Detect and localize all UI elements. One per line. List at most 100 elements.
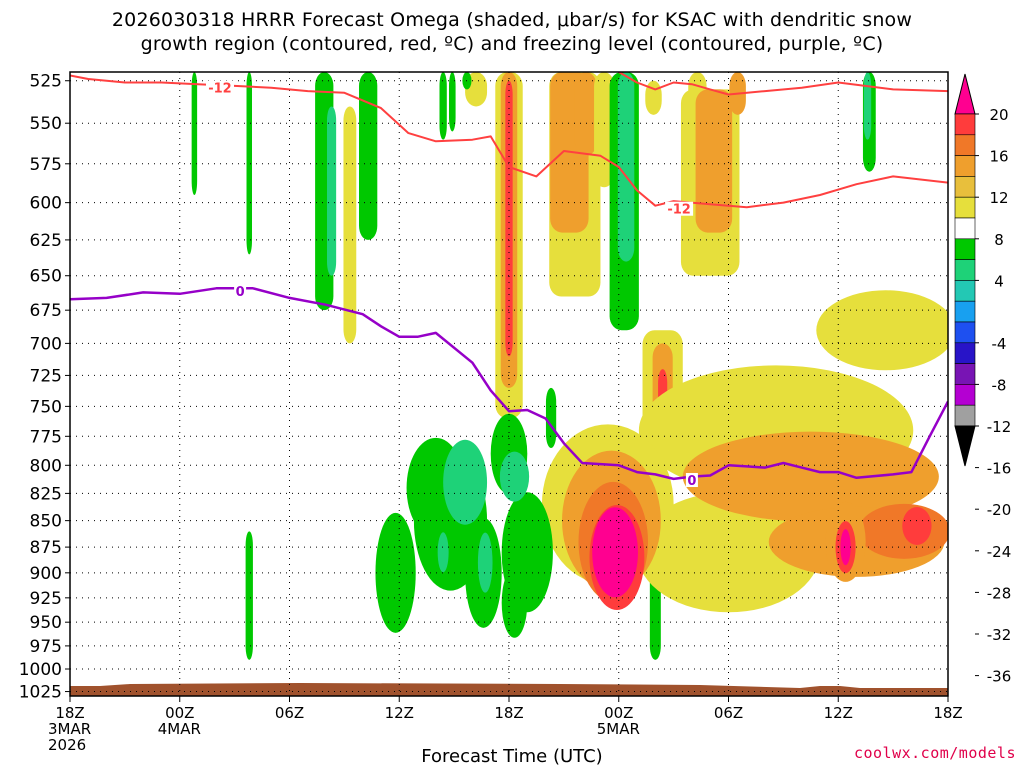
omega-column: [245, 531, 253, 660]
dendritic-label-bg: [665, 201, 694, 216]
y-tick-label: 600: [30, 194, 62, 214]
colorbar-swatch: [954, 134, 976, 156]
y-tick-label: 750: [30, 397, 62, 417]
y-tick-label: 550: [30, 114, 62, 134]
omega-column: [343, 106, 357, 344]
y-tick-label: 800: [30, 456, 62, 476]
omega-column: [594, 72, 615, 188]
x-tick-label: 18Z: [933, 704, 962, 722]
colorbar-swatch: [954, 321, 976, 344]
chart-title-line-1: 2026030318 HRRR Forecast Omega (shaded, …: [111, 9, 913, 31]
y-tick-label: 650: [30, 267, 62, 287]
omega-column: [191, 72, 198, 196]
colorbar-swatch: [954, 259, 976, 281]
y-tick-label: 1000: [19, 660, 62, 680]
x-tick-label: 4MAR: [158, 720, 201, 738]
omega-blob: [682, 431, 939, 522]
freezing-level-label: 0: [687, 474, 696, 489]
omega-column: [695, 89, 733, 233]
omega-column: [246, 72, 253, 255]
x-tick-label: 3MAR: [48, 720, 91, 738]
y-tick-label: 625: [30, 231, 62, 251]
omega-column: [574, 72, 597, 156]
y-tick-label: 700: [30, 334, 62, 354]
omega-blob: [499, 451, 530, 502]
dendritic-label: -12: [208, 82, 232, 97]
freezing-level-contour: [70, 287, 948, 481]
omega-column: [505, 80, 513, 357]
colorbar-label: -16: [987, 460, 1012, 478]
y-tick-label: 1025: [19, 683, 62, 703]
y-tick-label: 675: [30, 301, 62, 321]
omega-blob: [437, 532, 449, 573]
y-tick-label: 825: [30, 484, 62, 504]
colorbar-label: -20: [987, 501, 1012, 519]
omega-column: [545, 387, 557, 449]
colorbar-label: 8: [994, 231, 1004, 249]
y-tick-label: 775: [30, 427, 62, 447]
y-tick-label: 925: [30, 589, 62, 609]
colorbar-label: 20: [989, 106, 1008, 124]
colorbar-top-arrow: [954, 73, 976, 115]
x-tick-label: 18Z: [494, 704, 523, 722]
colorbar-label: -8: [992, 376, 1007, 394]
y-tick-label: 575: [30, 155, 62, 175]
omega-blob: [443, 439, 488, 525]
omega-blob: [501, 567, 528, 638]
colorbar-label: -4: [992, 335, 1007, 353]
y-tick-label: 900: [30, 564, 62, 584]
colorbar-label: -32: [987, 626, 1012, 644]
colorbar-label: -12: [987, 418, 1012, 436]
colorbar-swatch: [954, 342, 976, 364]
colorbar-swatch: [954, 155, 976, 177]
colorbar-swatch: [954, 300, 976, 323]
colorbar-label: 4: [994, 272, 1004, 290]
colorbar-swatch: [954, 196, 976, 219]
y-tick-label: 975: [30, 637, 62, 657]
chart-title-line-2: growth region (contoured, red, ºC) and f…: [140, 33, 884, 55]
y-tick-label: 525: [30, 72, 62, 92]
y-tick-label: 950: [30, 613, 62, 633]
x-tick-label: 06Z: [714, 704, 743, 722]
omega-blob: [902, 506, 932, 545]
colorbar-label: -24: [987, 543, 1012, 561]
omega-column: [326, 106, 337, 276]
dendritic-contour-lower: [618, 72, 948, 96]
y-tick-label: 725: [30, 366, 62, 386]
omega-column: [863, 72, 872, 140]
dendritic-label-bg: [205, 80, 234, 95]
colorbar-swatch: [954, 280, 976, 302]
omega-blob: [840, 529, 851, 566]
y-axis: 525 550 575 600 625 650 675 700 725 750 775 800 825 8…: [19, 72, 70, 703]
terrain-band: [70, 683, 948, 696]
colorbar-swatch: [954, 238, 976, 260]
omega-blob: [592, 507, 638, 598]
omega-column: [359, 72, 378, 240]
colorbar-swatch: [954, 176, 976, 198]
colorbar-swatch: [954, 113, 976, 136]
x-tick-label: 18Z: [55, 704, 84, 722]
x-axis-title: Forecast Time (UTC): [421, 746, 603, 767]
colorbar-label: 16: [989, 148, 1008, 166]
freezing-level-label-bg: [234, 284, 247, 299]
omega-column: [449, 72, 456, 132]
x-tick-label: 06Z: [275, 704, 304, 722]
omega-shading: [70, 72, 948, 696]
dendritic-label: -12: [667, 203, 691, 218]
contour-labels: -12 -12 0 0: [205, 80, 698, 489]
freezing-level-label: 0: [236, 285, 245, 300]
colorbar: 20 16 12 8 4 -4 -8 -12 -16 -20 -24 -28 -32 -36: [954, 73, 1012, 686]
colorbar-swatch: [954, 384, 976, 406]
colorbar-swatch: [954, 363, 976, 385]
colorbar-swatch: [954, 404, 976, 427]
colorbar-label: 12: [989, 189, 1008, 207]
omega-blob: [477, 532, 493, 593]
colorbar-bottom-arrow: [954, 425, 976, 467]
x-tick-label: 2026: [48, 736, 86, 754]
colorbar-label: -28: [987, 584, 1012, 602]
credit-link[interactable]: coolwx.com/models: [853, 744, 1016, 762]
colorbar-swatch: [954, 217, 976, 240]
omega-blob: [375, 512, 416, 633]
